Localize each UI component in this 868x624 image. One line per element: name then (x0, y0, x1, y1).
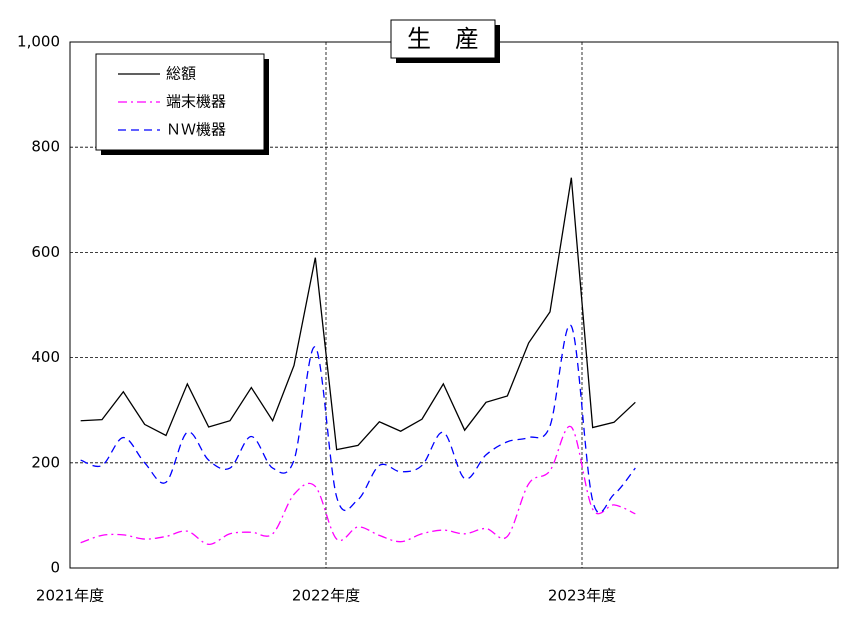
y-tick-label: 800 (31, 138, 60, 156)
legend-label: ＮＷ機器 (166, 121, 226, 139)
x-tick-label: 2023年度 (548, 587, 616, 605)
x-tick-label: 2022年度 (292, 587, 360, 605)
title-box (390, 19, 496, 59)
y-tick-label: 1,000 (17, 33, 60, 51)
x-tick-label: 2021年度 (36, 587, 104, 605)
y-tick-label: 200 (31, 453, 60, 471)
series-line (80, 177, 636, 451)
y-tick-label: 0 (50, 559, 60, 577)
legend-label: 総額 (166, 65, 196, 83)
y-tick-label: 600 (31, 243, 60, 261)
y-tick-label: 400 (31, 348, 60, 366)
series-line (80, 426, 636, 545)
series-line (80, 324, 636, 514)
chart-title: 生 産 (407, 25, 479, 53)
legend-label: 端末機器 (166, 93, 226, 111)
